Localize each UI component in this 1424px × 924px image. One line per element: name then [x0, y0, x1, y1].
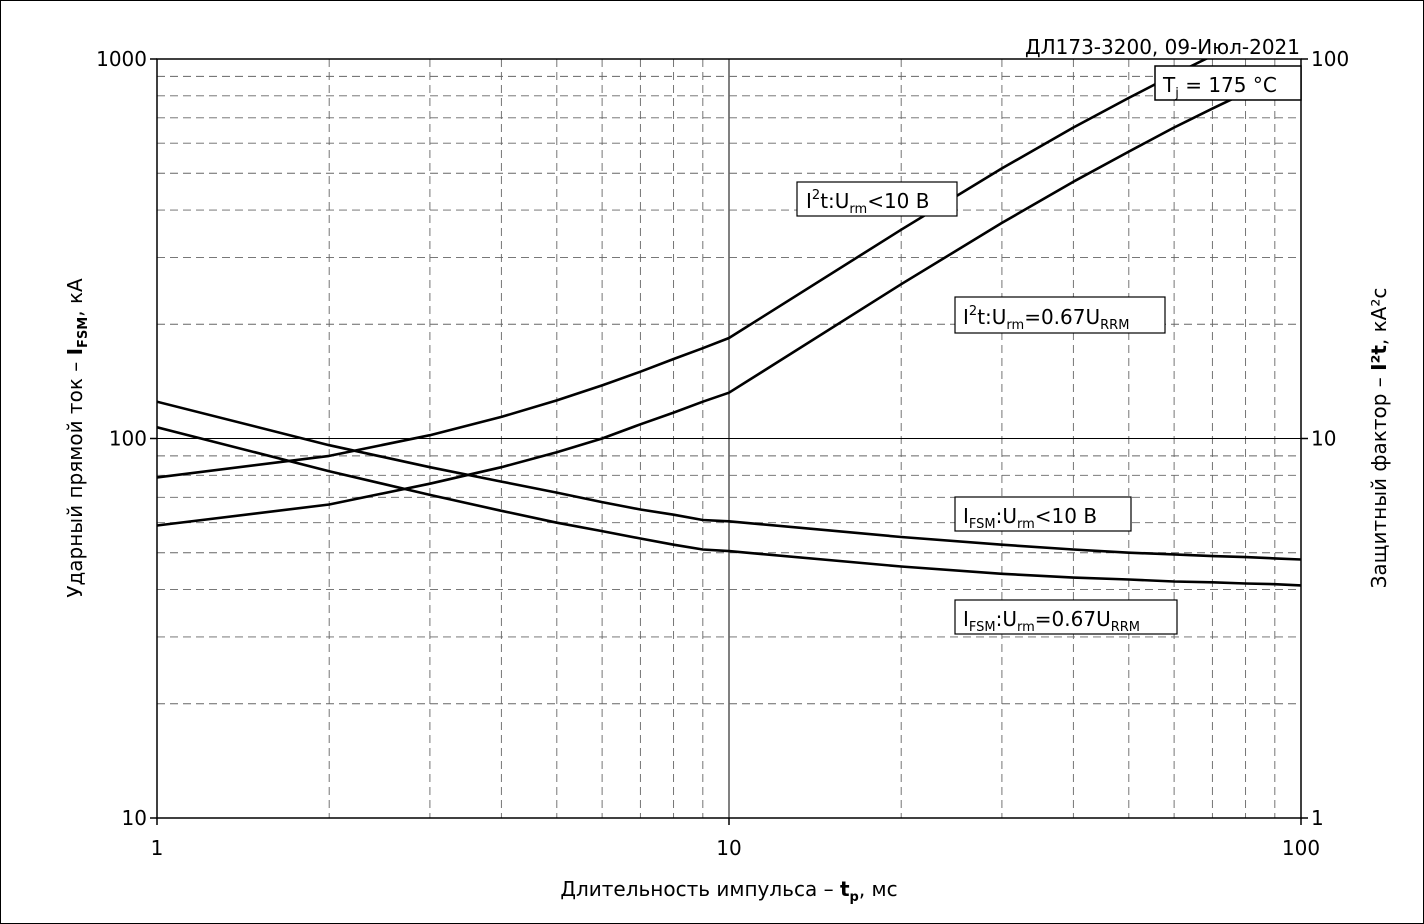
- y2-tick-label: 100: [1311, 47, 1349, 71]
- y-tick-label: 100: [109, 427, 147, 451]
- temperature-annotation: Tj = 175 °C: [1162, 73, 1277, 101]
- x-tick-label: 10: [716, 836, 741, 860]
- svg-text:I2t:Urm=0.67URRM: I2t:Urm=0.67URRM: [963, 304, 1129, 333]
- y2-tick-label: 10: [1311, 427, 1336, 451]
- grid: [157, 59, 1301, 818]
- svg-text:I2t:Urm<10 В: I2t:Urm<10 В: [806, 188, 929, 217]
- y-tick-label: 1000: [96, 47, 147, 71]
- series-label-i2t-urm-10v: I2t:Urm<10 В: [796, 181, 958, 217]
- series-label-ifsm-urm-067urrm: IFSM:Urm=0.67URRM: [954, 599, 1178, 635]
- curve-i2t-urm-067urrm: [157, 67, 1301, 527]
- x-tick-label: 100: [1282, 836, 1320, 860]
- y2-axis-label: Защитный фактор – I²t, кА²с: [1367, 288, 1391, 589]
- x-axis-label: Длительность импульса – tp, мс: [560, 877, 897, 905]
- series-label-i2t-urm-067urrm: I2t:Urm=0.67URRM: [954, 296, 1166, 334]
- y-axis-label: Ударный прямой ток – IFSM, кА: [63, 278, 91, 598]
- curve-i2t-urm-10v: [157, 59, 1209, 479]
- y-tick-label: 10: [122, 806, 147, 830]
- series-label-ifsm-urm-10v: IFSM:Urm<10 В: [954, 496, 1132, 532]
- curve-ifsm-urm-10v: [157, 400, 1301, 561]
- curve-ifsm-urm-067urrm: [157, 426, 1301, 587]
- temperature-box: [1154, 65, 1302, 101]
- svg-text:IFSM:Urm=0.67URRM: IFSM:Urm=0.67URRM: [963, 607, 1140, 635]
- x-tick-label: 1: [151, 836, 164, 860]
- curves: [157, 59, 1301, 587]
- svg-text:IFSM:Urm<10 В: IFSM:Urm<10 В: [963, 504, 1097, 532]
- chart-header: ДЛ173-3200, 09-Июл-2021: [1025, 35, 1300, 59]
- y2-tick-label: 1: [1311, 806, 1324, 830]
